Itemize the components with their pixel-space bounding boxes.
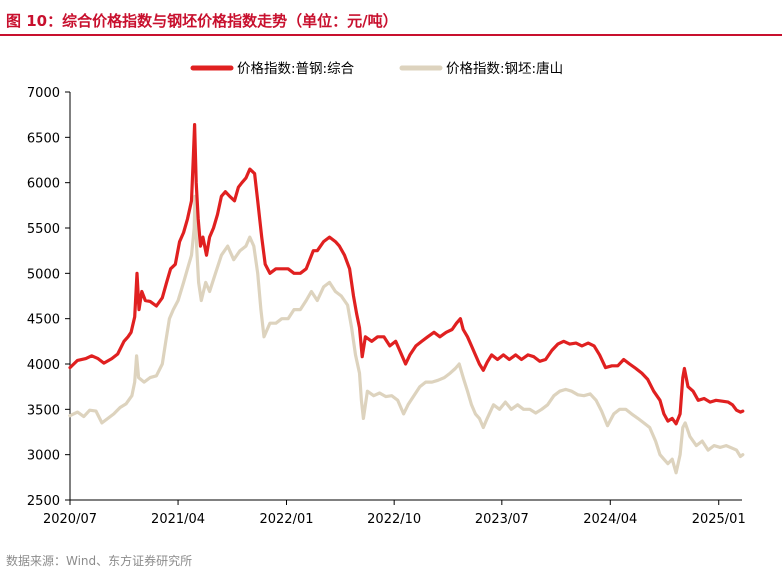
series-line-2 (68, 194, 745, 475)
y-tick-label: 6500 (27, 131, 60, 146)
source-note: 数据来源：Wind、东方证券研究所 (6, 554, 193, 568)
chart-series (68, 123, 745, 475)
series-line-1 (68, 123, 745, 426)
y-tick-label: 3000 (27, 449, 60, 464)
x-tick-label: 2023/07 (475, 512, 529, 527)
y-tick-label: 4500 (27, 313, 60, 328)
legend-label-1: 价格指数:普钢:综合 (237, 61, 355, 77)
y-tick-label: 3500 (27, 403, 60, 418)
y-tick-label: 4000 (27, 358, 60, 373)
x-tick-label: 2022/01 (259, 512, 313, 527)
y-tick-label: 5000 (27, 267, 60, 282)
x-tick-label: 2020/07 (43, 512, 97, 527)
figure-header: 图 10：综合价格指数与钢坯价格指数走势（单位：元/吨） (0, 0, 782, 36)
x-tick-label: 2021/04 (151, 512, 205, 527)
x-tick-label: 2022/10 (367, 512, 421, 527)
y-tick-label: 2500 (27, 494, 60, 509)
chart-legend: 价格指数:普钢:综合 价格指数:钢坯:唐山 (190, 60, 563, 77)
x-tick-label: 2024/04 (583, 512, 637, 527)
legend-label-2: 价格指数:钢坯:唐山 (446, 60, 563, 77)
y-tick-label: 7000 (27, 86, 60, 101)
y-tick-label: 5500 (27, 222, 60, 237)
y-axis: 2500 3000 3500 4000 4500 5000 5500 6000 6500 7000 (27, 86, 71, 509)
title-rule (0, 34, 782, 36)
y-tick-label: 6000 (27, 177, 60, 192)
x-tick-label: 2025/01 (692, 512, 746, 527)
figure-title: 图 10：综合价格指数与钢坯价格指数走势（单位：元/吨） (6, 12, 398, 30)
x-axis: 2020/07 2021/04 2022/01 2022/10 2023/07 2024/… (43, 499, 746, 527)
